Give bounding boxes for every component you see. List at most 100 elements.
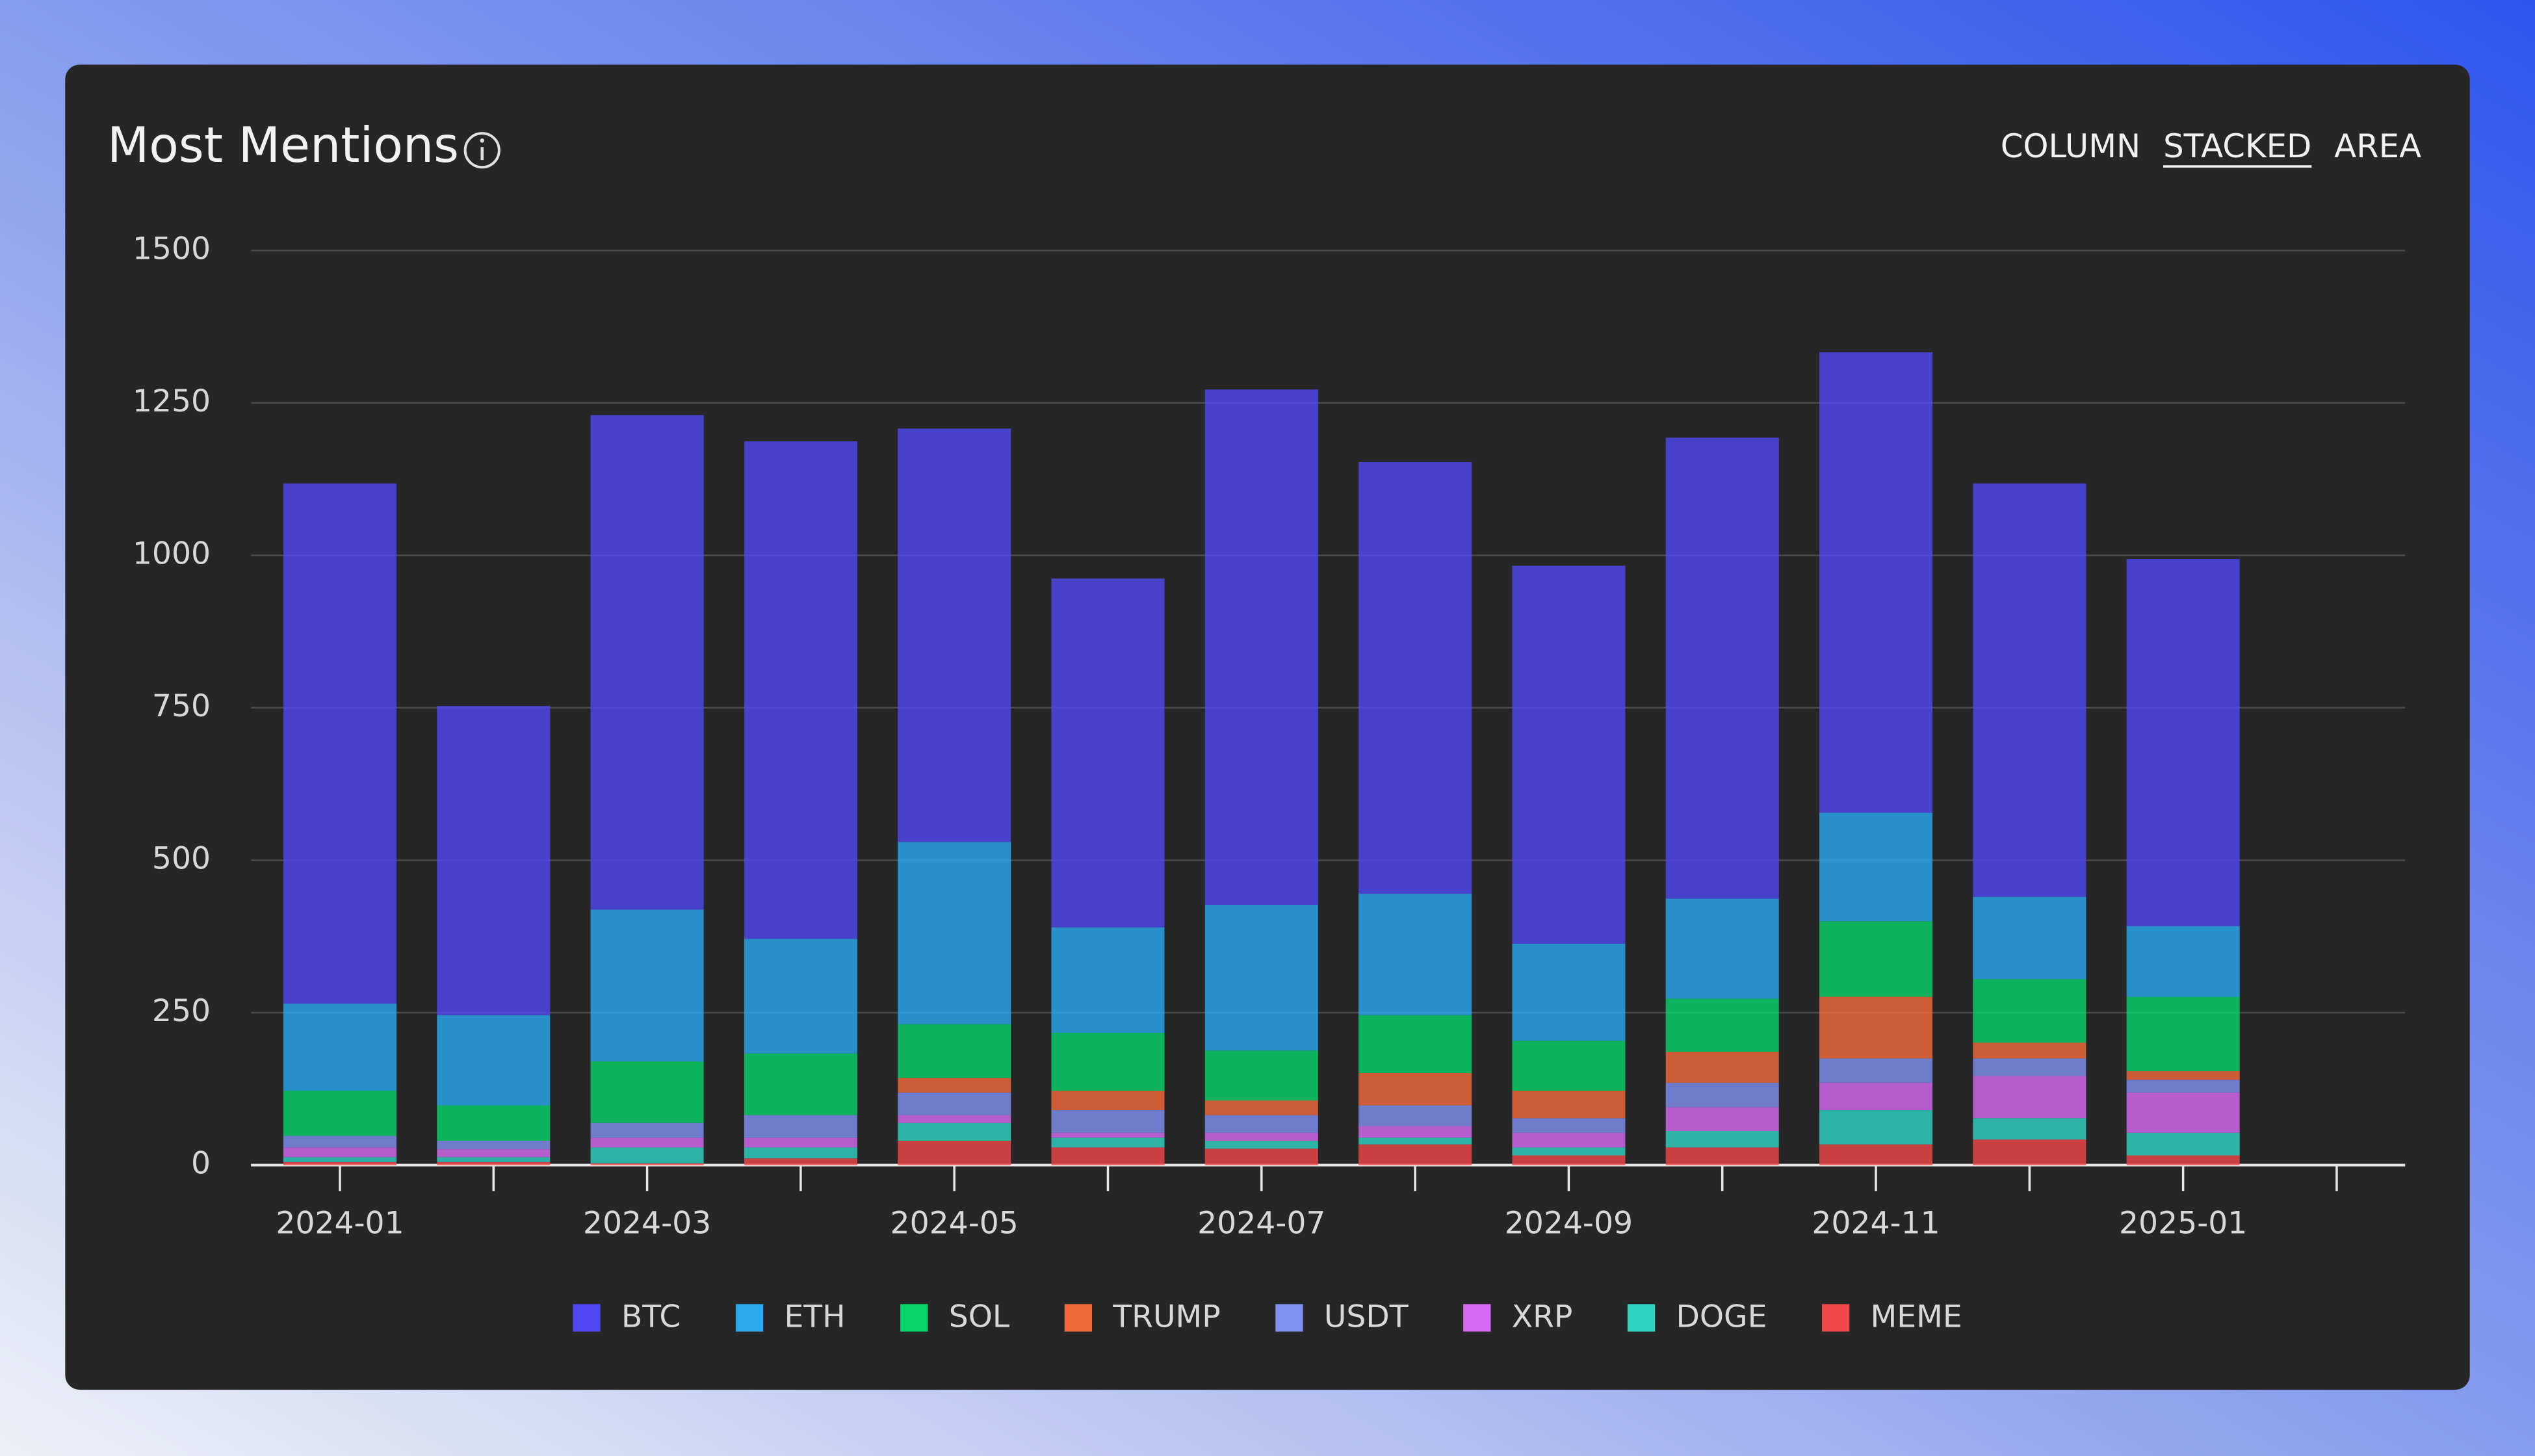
bar-segment [1358,1126,1472,1138]
bar-segment [1819,1110,1933,1145]
view-toggle[interactable]: STACKED [2163,127,2311,165]
bar-segment [1512,1155,1626,1165]
bar-segment [1819,1058,1933,1083]
x-tick-label: 2024-01 [276,1205,404,1241]
bar-segment [1665,1052,1779,1083]
bar-segment [898,1078,1011,1093]
legend-label: TRUMP [1112,1299,1220,1335]
bar-segment [283,1162,396,1165]
bar-segment [437,1157,551,1162]
bar-segment [283,1157,396,1162]
bar-segment [1204,389,1318,905]
legend-swatch [900,1304,928,1332]
legend-item[interactable]: XRP [1463,1299,1572,1335]
legend-label: DOGE [1676,1299,1767,1335]
bar-segment [744,1115,857,1138]
bar-segment [898,1140,1011,1165]
bar-segment [1973,1042,2086,1059]
bar-segment [283,483,396,1004]
bar-segment [1204,1100,1318,1115]
bar-segment [590,1163,704,1165]
bar-segment [744,1158,857,1165]
legend-item[interactable]: TRUMP [1064,1299,1221,1335]
bar-segment [1512,1147,1626,1156]
bar-segment [1665,1130,1779,1148]
info-icon[interactable] [463,132,500,169]
legend-item[interactable]: MEME [1821,1299,1962,1335]
bar-segment [2126,1080,2240,1093]
legend-swatch [1064,1304,1092,1332]
x-tick-label: 2024-05 [890,1205,1019,1241]
chart-title: Most Mentions [107,117,459,174]
bar-segment [1051,1147,1165,1165]
bar-segment [1973,896,2086,980]
bar-segment [1973,1076,2086,1119]
y-tick-label: 250 [152,993,211,1029]
legend-swatch [735,1304,764,1332]
bar-segment [1819,921,1933,997]
view-toggle[interactable]: COLUMN [2001,127,2141,165]
bar-segment [1051,1110,1165,1133]
bar-segment [283,1147,396,1158]
bar-segment [1973,1139,2086,1165]
legend: BTC ETH SOL TRUMP USDT XRP DOGE MEME [573,1299,1962,1335]
bar-segment [283,1003,396,1091]
bar-segment [1051,1091,1165,1111]
y-tick-label: 1000 [133,536,211,571]
bar-segment [2126,926,2240,997]
bar-segment [744,939,857,1054]
legend-item[interactable]: DOGE [1627,1299,1767,1335]
bar-segment [1051,1032,1165,1091]
legend-label: USDT [1324,1299,1409,1335]
bar-segment [283,1091,396,1136]
bar-segment [1819,996,1933,1059]
legend-label: XRP [1512,1299,1573,1335]
x-tick-label: 2024-11 [1812,1205,1940,1241]
bar-segment [437,1105,551,1141]
bar-segment [1358,1105,1472,1126]
legend-swatch [1627,1304,1656,1332]
legend-swatch [1821,1304,1850,1332]
bar-segment [1204,904,1318,1051]
bar-segment [744,1138,857,1148]
bar-segment [437,1140,551,1150]
legend-item[interactable]: ETH [735,1299,846,1335]
bar-segment [1358,1138,1472,1145]
bar-segment [437,1149,551,1158]
legend-item[interactable]: SOL [900,1299,1010,1335]
bar-segment [898,1115,1011,1123]
bar-segment [590,1123,704,1138]
bar-segment [437,706,551,1015]
bar-segment [590,1147,704,1164]
y-tick-label: 0 [191,1145,211,1181]
bar-segment [590,1138,704,1148]
legend-label: ETH [784,1299,845,1335]
bar-segment [1665,437,1779,899]
y-tick-label: 1500 [133,231,211,266]
view-toggle[interactable]: AREA [2334,127,2421,165]
bar-segment [1973,1118,2086,1140]
bar-segment [1819,352,1933,813]
bar-segment [1973,1058,2086,1076]
legend-label: BTC [621,1299,681,1335]
legend-item[interactable]: USDT [1275,1299,1409,1335]
bar-segment [1819,1082,1933,1111]
bar-segment [1204,1149,1318,1165]
bar-segment [1973,979,2086,1043]
bar-segment [2126,1092,2240,1133]
bar-segment [1358,1015,1472,1073]
x-tick-label: 2024-03 [583,1205,711,1241]
bar-segment [1665,1107,1779,1131]
bar-segment [898,1092,1011,1115]
y-tick-label: 500 [152,840,211,876]
bar-segment [1358,462,1472,894]
y-tick-label: 1250 [133,384,211,419]
bar-segment [1051,578,1165,928]
bar-segment [1204,1115,1318,1133]
bar-segment [1512,1132,1626,1148]
bar-segment [1204,1140,1318,1149]
legend-item[interactable]: BTC [573,1299,681,1335]
bar-segment [898,428,1011,842]
